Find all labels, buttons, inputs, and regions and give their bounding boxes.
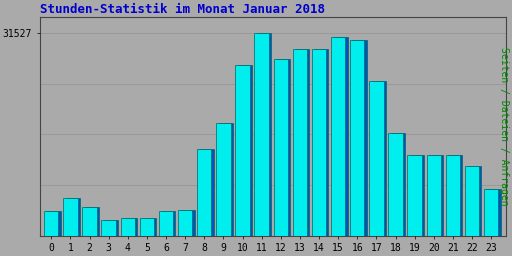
Bar xyxy=(312,49,326,236)
Bar xyxy=(63,198,77,236)
Bar xyxy=(352,40,367,236)
Bar xyxy=(180,210,195,236)
Bar xyxy=(254,33,269,236)
Bar xyxy=(142,218,156,236)
Bar xyxy=(408,155,422,236)
Bar xyxy=(66,198,80,236)
Bar xyxy=(178,210,193,236)
Bar xyxy=(199,149,214,236)
Bar xyxy=(388,133,403,236)
Bar xyxy=(350,40,365,236)
Bar xyxy=(446,155,460,236)
Bar xyxy=(293,49,307,236)
Bar xyxy=(369,81,383,236)
Bar xyxy=(486,189,501,236)
Y-axis label: Seiten / Dateien / Anfragen: Seiten / Dateien / Anfragen xyxy=(499,47,509,206)
Bar xyxy=(467,166,481,236)
Bar xyxy=(331,37,345,236)
Bar xyxy=(44,211,58,236)
Bar xyxy=(448,155,462,236)
Bar xyxy=(257,33,271,236)
Bar xyxy=(101,220,116,236)
Bar xyxy=(161,210,176,236)
Bar xyxy=(372,81,386,236)
Text: Stunden-Statistik im Monat Januar 2018: Stunden-Statistik im Monat Januar 2018 xyxy=(40,3,325,16)
Bar xyxy=(159,210,173,236)
Bar xyxy=(123,218,137,236)
Bar xyxy=(295,49,309,236)
Bar xyxy=(121,218,135,236)
Bar xyxy=(429,155,443,236)
Bar xyxy=(484,189,498,236)
Bar xyxy=(84,207,99,236)
Bar xyxy=(238,66,252,236)
Bar xyxy=(465,166,479,236)
Bar xyxy=(273,59,288,236)
Bar xyxy=(391,133,405,236)
Bar xyxy=(82,207,97,236)
Bar xyxy=(140,218,154,236)
Bar xyxy=(426,155,441,236)
Bar xyxy=(333,37,348,236)
Bar xyxy=(104,220,118,236)
Bar xyxy=(314,49,329,236)
Bar xyxy=(236,66,250,236)
Bar xyxy=(216,123,230,236)
Bar xyxy=(219,123,233,236)
Bar xyxy=(276,59,290,236)
Bar xyxy=(410,155,424,236)
Bar xyxy=(47,211,61,236)
Bar xyxy=(197,149,211,236)
